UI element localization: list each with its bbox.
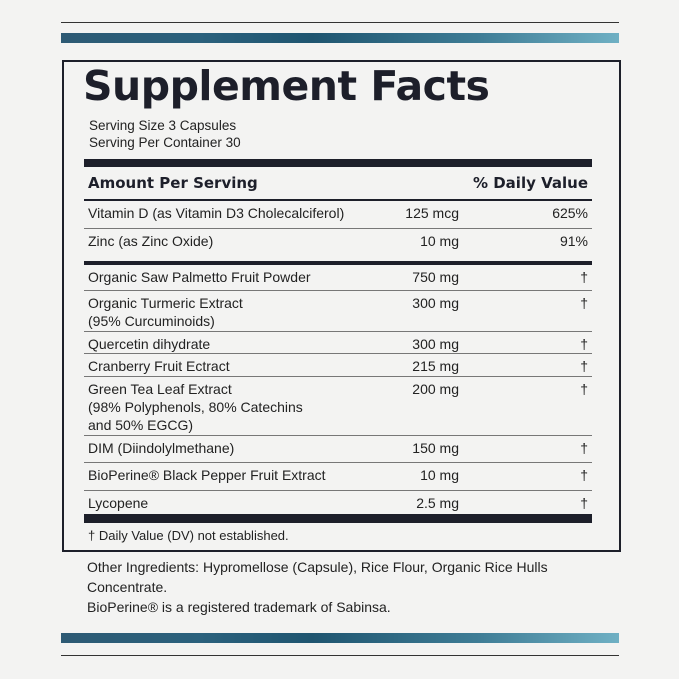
ingredient-amount: 750 mg	[412, 269, 459, 285]
serving-size: Serving Size 3 Capsules	[89, 118, 237, 133]
servings-per-container: Serving Per Container 30	[89, 135, 241, 150]
ingredient-amount: 10 mg	[420, 467, 459, 483]
ingredient-row: Organic Saw Palmetto Fruit Powder 750 mg †	[84, 265, 592, 290]
ingredient-row: DIM (Diindolylmethane) 150 mg †	[84, 436, 592, 462]
ingredient-row: Green Tea Leaf Extract (98% Polyphenols,…	[84, 377, 592, 435]
amount-per-serving-header: Amount Per Serving	[88, 174, 258, 192]
top-divider	[61, 22, 619, 23]
ingredient-daily-value: †	[580, 467, 588, 483]
ingredient-daily-value: †	[580, 440, 588, 456]
ingredient-row: BioPerine® Black Pepper Fruit Extract 10 …	[84, 463, 592, 490]
ingredient-amount: 215 mg	[412, 358, 459, 374]
section-rule	[84, 261, 592, 265]
ingredient-row: Quercetin dihydrate 300 mg †	[84, 332, 592, 353]
ingredient-name: Green Tea Leaf Extract (98% Polyphenols,…	[88, 381, 303, 433]
ingredient-daily-value: 625%	[552, 205, 588, 221]
row-divider	[84, 490, 592, 491]
ingredient-amount: 200 mg	[412, 381, 459, 397]
ingredient-row: Cranberry Fruit Ectract 215 mg †	[84, 354, 592, 376]
other-ingredients-text: Hypromellose (Capsule), Rice Flour, Orga…	[87, 559, 548, 595]
ingredient-amount: 2.5 mg	[416, 495, 459, 511]
ingredient-row: Lycopene 2.5 mg †	[84, 491, 592, 514]
ingredient-daily-value: 91%	[559, 233, 588, 249]
ingredient-row: Vitamin D (as Vitamin D3 Cholecalciferol…	[84, 201, 592, 228]
row-divider	[84, 353, 592, 354]
ingredient-amount: 150 mg	[412, 440, 459, 456]
row-divider	[84, 462, 592, 463]
page-title: Supplement Facts	[83, 62, 490, 110]
ingredient-name: Quercetin dihydrate	[88, 336, 211, 352]
ingredient-amount: 125 mcg	[405, 205, 459, 221]
ingredient-name: BioPerine® Black Pepper Fruit Extract	[88, 467, 326, 483]
ingredient-row: Zinc (as Zinc Oxide) 10 mg 91%	[84, 229, 592, 261]
ingredient-name: DIM (Diindolylmethane)	[88, 440, 235, 456]
row-divider	[84, 228, 592, 229]
thick-rule-bottom	[84, 514, 592, 523]
ingredient-name: Zinc (as Zinc Oxide)	[88, 233, 214, 249]
header-rule	[84, 199, 592, 201]
top-accent-bar	[61, 33, 619, 43]
other-ingredients-label: Other Ingredients:	[87, 559, 200, 575]
ingredient-amount: 10 mg	[420, 233, 459, 249]
trademark-note: BioPerine® is a registered trademark of …	[87, 599, 391, 615]
thick-rule	[84, 159, 592, 167]
ingredient-daily-value: †	[580, 381, 588, 397]
ingredient-name: Organic Turmeric Extract (95% Curcuminoi…	[88, 295, 243, 329]
ingredient-row: Organic Turmeric Extract (95% Curcuminoi…	[84, 291, 592, 331]
row-divider	[84, 331, 592, 332]
footnote: † Daily Value (DV) not established.	[88, 528, 289, 543]
supplement-facts-panel	[62, 60, 621, 552]
bottom-divider	[61, 655, 619, 656]
ingredient-name: Vitamin D (as Vitamin D3 Cholecalciferol…	[88, 205, 345, 221]
bottom-accent-bar	[61, 633, 619, 643]
other-ingredients: Other Ingredients: Hypromellose (Capsule…	[87, 557, 627, 597]
ingredient-daily-value: †	[580, 495, 588, 511]
ingredient-daily-value: †	[580, 358, 588, 374]
ingredient-daily-value: †	[580, 269, 588, 285]
daily-value-header: % Daily Value	[472, 174, 588, 192]
ingredient-amount: 300 mg	[412, 336, 459, 352]
ingredient-name: Cranberry Fruit Ectract	[88, 358, 230, 374]
ingredient-amount: 300 mg	[412, 295, 459, 311]
row-divider	[84, 435, 592, 436]
ingredient-name: Lycopene	[88, 495, 149, 511]
ingredient-daily-value: †	[580, 336, 588, 352]
ingredient-name: Organic Saw Palmetto Fruit Powder	[88, 269, 311, 285]
row-divider	[84, 290, 592, 291]
row-divider	[84, 376, 592, 377]
ingredient-daily-value: †	[580, 295, 588, 311]
